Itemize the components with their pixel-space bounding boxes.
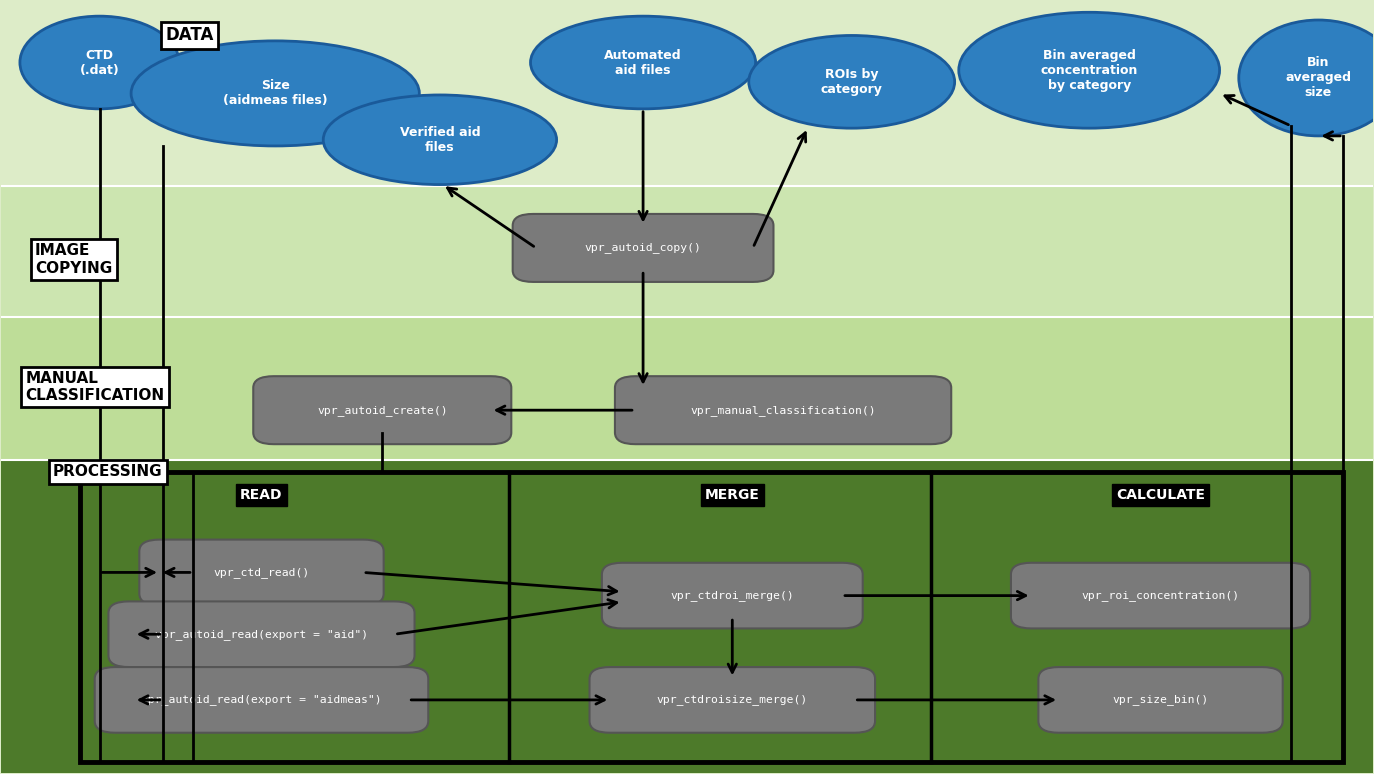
- FancyBboxPatch shape: [1, 1, 1373, 186]
- Text: vpr_autoid_create(): vpr_autoid_create(): [317, 405, 448, 416]
- FancyBboxPatch shape: [1011, 563, 1311, 628]
- Text: Bin
averaged
size: Bin averaged size: [1286, 57, 1352, 99]
- FancyBboxPatch shape: [1, 317, 1373, 461]
- Ellipse shape: [323, 95, 556, 184]
- Text: MANUAL
CLASSIFICATION: MANUAL CLASSIFICATION: [25, 371, 165, 403]
- FancyBboxPatch shape: [139, 539, 383, 605]
- Text: Automated
aid files: Automated aid files: [605, 49, 682, 77]
- Text: vpr_ctd_read(): vpr_ctd_read(): [213, 567, 309, 578]
- Text: IMAGE
COPYING: IMAGE COPYING: [34, 243, 113, 276]
- FancyBboxPatch shape: [589, 667, 875, 733]
- Ellipse shape: [1239, 20, 1374, 136]
- FancyBboxPatch shape: [602, 563, 863, 628]
- Text: vpr_autoid_read(export = "aid"): vpr_autoid_read(export = "aid"): [155, 628, 368, 639]
- Text: ROIs by
category: ROIs by category: [820, 68, 882, 96]
- FancyBboxPatch shape: [1039, 667, 1283, 733]
- Text: CALCULATE: CALCULATE: [1116, 488, 1205, 502]
- Text: PROCESSING: PROCESSING: [52, 464, 162, 479]
- Text: DATA: DATA: [165, 26, 214, 44]
- FancyBboxPatch shape: [253, 376, 511, 444]
- Text: Bin averaged
concentration
by category: Bin averaged concentration by category: [1040, 49, 1138, 92]
- Ellipse shape: [959, 12, 1220, 128]
- Text: vpr_autoid_read(export = "aidmeas"): vpr_autoid_read(export = "aidmeas"): [142, 694, 382, 705]
- Text: MERGE: MERGE: [705, 488, 760, 502]
- Text: READ: READ: [240, 488, 283, 502]
- Ellipse shape: [19, 16, 179, 109]
- Text: Verified aid
files: Verified aid files: [400, 125, 481, 154]
- Ellipse shape: [131, 41, 419, 146]
- Ellipse shape: [530, 16, 756, 109]
- FancyBboxPatch shape: [1, 461, 1373, 773]
- Text: vpr_ctdroisize_merge(): vpr_ctdroisize_merge(): [657, 694, 808, 705]
- FancyBboxPatch shape: [616, 376, 951, 444]
- Text: vpr_roi_concentration(): vpr_roi_concentration(): [1081, 590, 1239, 601]
- Text: Size
(aidmeas files): Size (aidmeas files): [223, 80, 327, 108]
- Text: vpr_size_bin(): vpr_size_bin(): [1113, 694, 1209, 705]
- FancyBboxPatch shape: [109, 601, 415, 667]
- Text: vpr_autoid_copy(): vpr_autoid_copy(): [585, 242, 702, 253]
- Text: vpr_manual_classification(): vpr_manual_classification(): [690, 405, 875, 416]
- FancyBboxPatch shape: [1, 186, 1373, 317]
- Text: CTD
(.dat): CTD (.dat): [80, 49, 120, 77]
- Ellipse shape: [749, 36, 955, 128]
- FancyBboxPatch shape: [513, 214, 774, 282]
- FancyBboxPatch shape: [95, 667, 429, 733]
- Text: vpr_ctdroi_merge(): vpr_ctdroi_merge(): [671, 590, 794, 601]
